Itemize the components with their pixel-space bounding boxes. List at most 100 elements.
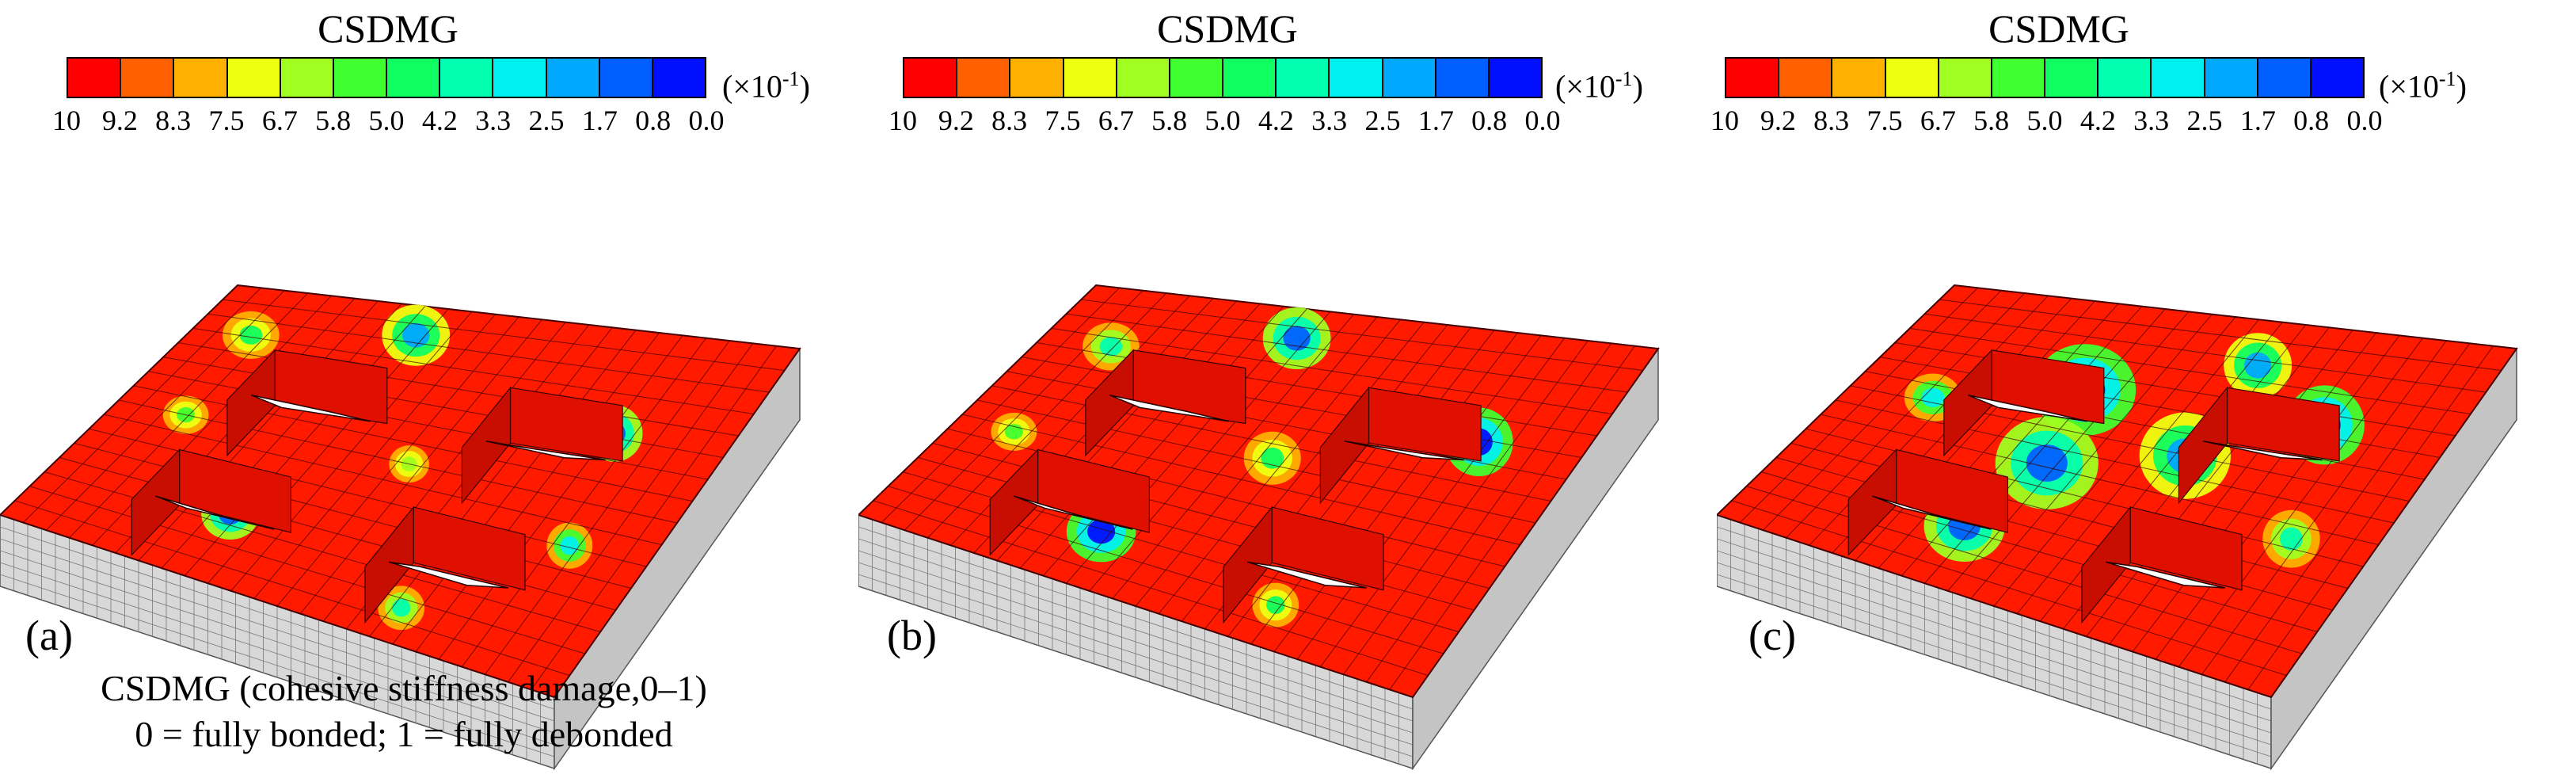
panel-label: (c) [1748,612,1796,659]
colorbar-tick-label: 5.8 [315,105,352,136]
colorbar-tick-label: 7.5 [1866,105,1903,136]
mesh-line [1731,500,2287,676]
colorbar-tick-label: 10 [888,105,917,136]
slab-opening [1109,394,1229,422]
colorbar-swatch [1223,59,1277,97]
slab-opening [250,394,371,422]
colorbar-tick-label: 2.5 [1364,105,1401,136]
damage-patch [1266,596,1285,614]
damage-patch [2243,352,2272,379]
colorbar-tick-label: 9.2 [101,105,138,136]
bridge-model [0,284,801,771]
panel-a: CSDMG (×10-1) 10 9.2 8.3 7.5 6.7 5.8 5.0 4.2 3.3… [0,0,858,782]
colorbar-tick-label: 9.2 [1760,105,1796,136]
colorbar-ticks: 10 9.2 8.3 7.5 6.7 5.8 5.0 4.2 3.3 2.5 1.7 0.8 0.0 [52,103,725,139]
colorbar [1725,57,2365,98]
mesh-line [858,538,1414,722]
slab-opening [485,441,606,461]
colorbar-swatch [174,59,228,97]
unit-close: ) [1632,68,1643,105]
colorbar-swatch [1170,59,1224,97]
colorbar-swatch [1489,59,1542,97]
colorbar-swatch [1726,59,1780,97]
colorbar-tick-label: 3.3 [1311,105,1348,136]
colorbar-swatch [2098,59,2152,97]
mesh-line [192,327,754,414]
colorbar [903,57,1543,98]
colorbar-tick-label: 5.8 [1973,105,2010,136]
deck-surface [858,284,1660,699]
mesh-line [873,500,1429,676]
colorbar-swatch [1064,59,1117,97]
colorbar-ticks: 10 9.2 8.3 7.5 6.7 5.8 5.0 4.2 3.3 2.5 1.7 0.8 0.0 [1710,103,2383,139]
mesh-line [29,486,585,654]
panel-label: (a) [25,612,73,659]
slab-opening [1967,394,2087,422]
mesh-line [118,399,678,524]
mesh-line [14,500,570,676]
panel-b: CSDMG (×10-1) 10 9.2 8.3 7.5 6.7 5.8 5.0 4.2 3.3… [858,0,1717,782]
slab-opening [155,495,275,530]
opening-wall [1319,386,1370,505]
opening-wall [364,505,414,624]
opening-wall [2081,505,2131,624]
opening-wall [1085,349,1134,457]
slab-opening [1014,495,1133,530]
colorbar-swatch [2152,59,2205,97]
colorbar-tick-label: 1.7 [1417,105,1454,136]
unit-base: (×10 [1555,68,1615,105]
damage-patch [402,322,430,348]
colorbar-swatch [1885,59,1939,97]
mesh-line [1717,562,2272,746]
mesh-line [207,313,770,393]
colorbar-swatch [2311,59,2364,97]
opening-wall [1847,448,1897,556]
colorbar-unit: (×10-1) [1555,62,1643,104]
colorbar-tick-label: 4.2 [421,105,458,136]
colorbar-tick-label: 2.5 [2186,105,2223,136]
opening-wall [226,349,276,457]
damage-patch [560,536,579,555]
colorbar-unit: (×10-1) [722,62,810,104]
colorbar-tick-label: 8.3 [1813,105,1850,136]
unit-base: (×10 [2379,68,2439,105]
colorbar-tick-label: 5.0 [368,105,405,136]
legend-title: CSDMG [1157,6,1298,51]
colorbar-tick-label: 1.7 [581,105,618,136]
mesh-line [888,486,1444,654]
colorbar-swatch [68,59,122,97]
unit-exponent: -1 [782,67,800,90]
bridge-model [1717,284,2518,771]
colorbar-swatch [280,59,334,97]
slab-opening [1247,561,1367,589]
opening-wall [1943,349,1992,457]
panel-c: CSDMG (×10-1) 10 9.2 8.3 7.5 6.7 5.8 5.0 4.2 3.3… [1710,0,2575,782]
colorbar-swatch [440,59,494,97]
mesh-line [0,550,555,734]
mesh-line [1081,299,1643,371]
mesh-line [1821,414,2379,545]
colorbar-swatch [1277,59,1330,97]
colorbar-swatch [1330,59,1383,97]
colorbar-tick-label: 9.2 [938,105,974,136]
bridge-model [858,284,1660,771]
colorbar-swatch [546,59,600,97]
colorbar-tick-label: 0.8 [2293,105,2330,136]
colorbar-tick-label: 3.3 [2133,105,2170,136]
mesh-line [1909,327,2471,414]
slab-opening [1872,495,1992,530]
mesh-line [858,550,1414,734]
mesh-line [104,414,662,545]
colorbar-swatch [599,59,653,97]
slab-opening [2106,561,2225,589]
damage-patch [2026,444,2068,482]
unit-base: (×10 [722,68,782,105]
colorbar-ticks: 10 9.2 8.3 7.5 6.7 5.8 5.0 4.2 3.3 2.5 1.7 0.8 0.0 [888,103,1561,139]
mesh-line [1835,399,2395,524]
colorbar-tick-label: 5.8 [1151,105,1188,136]
colorbar-swatch [493,59,547,97]
mesh-line [1066,313,1628,393]
opening-wall [1223,505,1273,624]
caption-line-1: CSDMG (cohesive stiffness damage,0–1) [101,668,707,708]
colorbar-swatch [333,59,388,97]
